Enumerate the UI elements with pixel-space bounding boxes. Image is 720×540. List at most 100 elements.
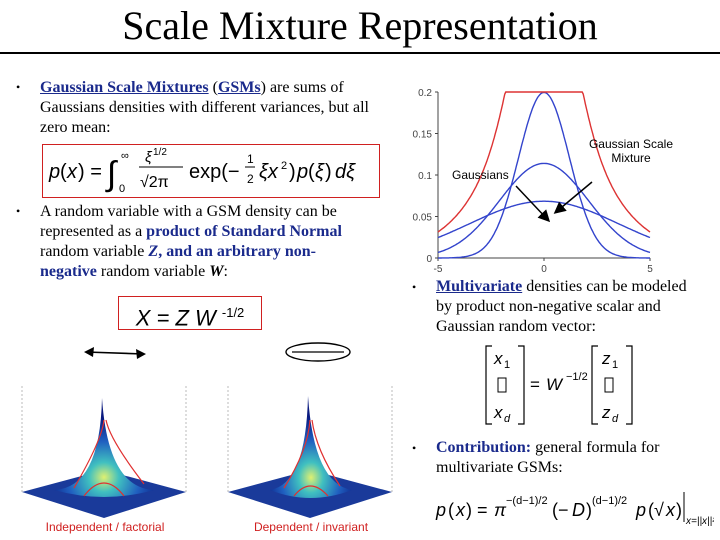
gsm-label-line2: Mixture (611, 151, 651, 165)
factorial-symbol (84, 347, 146, 359)
svg-text:x: x (665, 500, 676, 520)
x-tick-label: 0 (541, 264, 547, 275)
svg-text:): ) (289, 161, 296, 183)
svg-text:ξ: ξ (145, 149, 153, 166)
svg-text:dξ: dξ (335, 161, 356, 183)
svg-text:√2π: √2π (140, 174, 169, 191)
product-formula-lhs: X = Z W (135, 305, 216, 331)
svg-text:x: x (455, 500, 466, 520)
multivariate-term: Multivariate (436, 278, 523, 295)
bullet-multivariate: Multivariate densities can be modeled by… (436, 277, 706, 337)
svg-text:(−: (− (552, 500, 569, 520)
bullet-contribution: Contribution: general formula for multiv… (436, 438, 706, 478)
svg-text:exp(−: exp(− (189, 161, 240, 183)
svg-text:1/2: 1/2 (153, 147, 167, 158)
multivariate-gsm-formula: p ( x ) = π −(d−1)/2 (− D ) (d−1)/2 p (√… (435, 492, 714, 527)
svg-text:2: 2 (247, 172, 254, 186)
svg-text:(√: (√ (648, 500, 664, 520)
svg-text:π: π (494, 500, 507, 520)
product-formula: X = Z W -1/2 (118, 296, 262, 330)
product-standard-normal: product of Standard Normal (146, 223, 342, 240)
svg-text:) =: ) = (466, 500, 488, 520)
mixture-curve (437, 91, 651, 233)
product-text-2: random variable (40, 243, 149, 260)
svg-text:x: x (493, 349, 503, 368)
svg-text:0: 0 (119, 183, 125, 195)
bullet-marker: • (412, 280, 417, 294)
svg-text:z: z (601, 349, 611, 368)
arrow-gsm (553, 181, 593, 214)
gaussian-curve (437, 162, 651, 254)
x-tick-label: 5 (647, 264, 653, 275)
paren-open: ( (208, 79, 218, 96)
svg-text:p: p (296, 161, 308, 183)
gsm-integral-svg: p ( x ) = ∫ ∞ 0 ξ 1/2 √2π exp(− 1 2 ξx 2… (48, 147, 356, 195)
svg-text:ξ: ξ (315, 161, 325, 183)
product-colon: : (223, 263, 228, 280)
factorial-plot-label: Independent / factorial (45, 520, 165, 534)
contribution-term: Contribution: (436, 439, 532, 456)
svg-text:(: ( (308, 161, 315, 183)
svg-text:∞: ∞ (121, 150, 129, 162)
svg-text:p: p (435, 500, 446, 520)
y-tick-label: 0.1 (418, 171, 432, 182)
var-w: W (209, 263, 224, 280)
gaussian-curve (437, 200, 651, 239)
product-text-3: random variable (96, 263, 210, 280)
gsm-label: Gaussian Scale Mixture (576, 137, 686, 165)
chart-axes: 00.050.10.150.2-5 0 5 (413, 88, 654, 275)
svg-text:∫: ∫ (105, 155, 118, 193)
svg-text:) =: ) = (78, 161, 102, 183)
svg-text:): ) (325, 161, 332, 183)
product-nonnegative: , and an arbitrary non-negative (40, 243, 316, 280)
svg-text:D: D (572, 500, 585, 520)
bullet-gsm-definition: Gaussian Scale Mixtures (GSMs) are sums … (40, 78, 380, 138)
gsm-integral-formula: p ( x ) = ∫ ∞ 0 ξ 1/2 √2π exp(− 1 2 ξx 2… (42, 144, 380, 198)
svg-text:ξx: ξx (259, 161, 279, 183)
y-tick-label: 0.05 (413, 213, 433, 224)
bullet-marker: • (16, 204, 21, 218)
factorial-surface-plot (21, 386, 187, 518)
svg-text:): ) (586, 500, 592, 520)
invariant-plot-label: Dependent / invariant (253, 520, 369, 534)
title-divider (0, 52, 720, 54)
svg-text:2: 2 (281, 160, 287, 172)
y-tick-label: 0.15 (413, 130, 433, 141)
arrow-gaussians (515, 185, 551, 223)
gaussians-label: Gaussians (452, 168, 509, 182)
bullet-product-representation: A random variable with a GSM density can… (40, 202, 370, 282)
gsm-term: Gaussian Scale Mixtures (40, 79, 209, 96)
y-tick-label: 0.2 (418, 88, 432, 99)
svg-text:(d−1)/2: (d−1)/2 (592, 495, 627, 507)
svg-text:−1/2: −1/2 (566, 371, 588, 383)
page-title: Scale Mixture Representation (122, 3, 598, 48)
svg-text:): ) (676, 500, 682, 520)
annotation-arrows (515, 181, 593, 223)
svg-text:(: ( (448, 500, 454, 520)
svg-text:z: z (601, 403, 611, 422)
svg-text:W: W (546, 375, 564, 394)
var-z: Z (148, 243, 159, 260)
x-tick-label: -5 (434, 264, 443, 275)
multivariate-text: densities can be modeled by product non-… (436, 278, 687, 335)
svg-text:p: p (635, 500, 646, 520)
svg-text:1: 1 (247, 152, 254, 166)
svg-text:x=||x||²: x=||x||² (685, 516, 714, 527)
invariant-surface-plot (227, 386, 393, 518)
product-formula-exponent: -1/2 (221, 305, 245, 320)
svg-text:d: d (612, 413, 619, 425)
contribution-text: general formula for multivariate GSMs: (436, 439, 660, 476)
chart-series (437, 91, 651, 259)
gsm-density-chart: 00.050.10.150.2-5 0 5 (413, 88, 654, 275)
gsm-abbrev: GSMs (217, 79, 261, 96)
svg-text:d: d (504, 413, 511, 425)
gsm-label-line1: Gaussian Scale (588, 137, 674, 151)
bullet-marker: • (16, 80, 21, 94)
y-tick-label: 0 (426, 254, 432, 265)
svg-text:=: = (530, 375, 540, 394)
product-text-1: A random variable with a GSM density can… (40, 203, 337, 240)
svg-text:x: x (66, 161, 78, 183)
gsm-definition-text: ) are sums of Gaussians densities with d… (40, 79, 369, 136)
svg-text:1: 1 (612, 359, 618, 371)
